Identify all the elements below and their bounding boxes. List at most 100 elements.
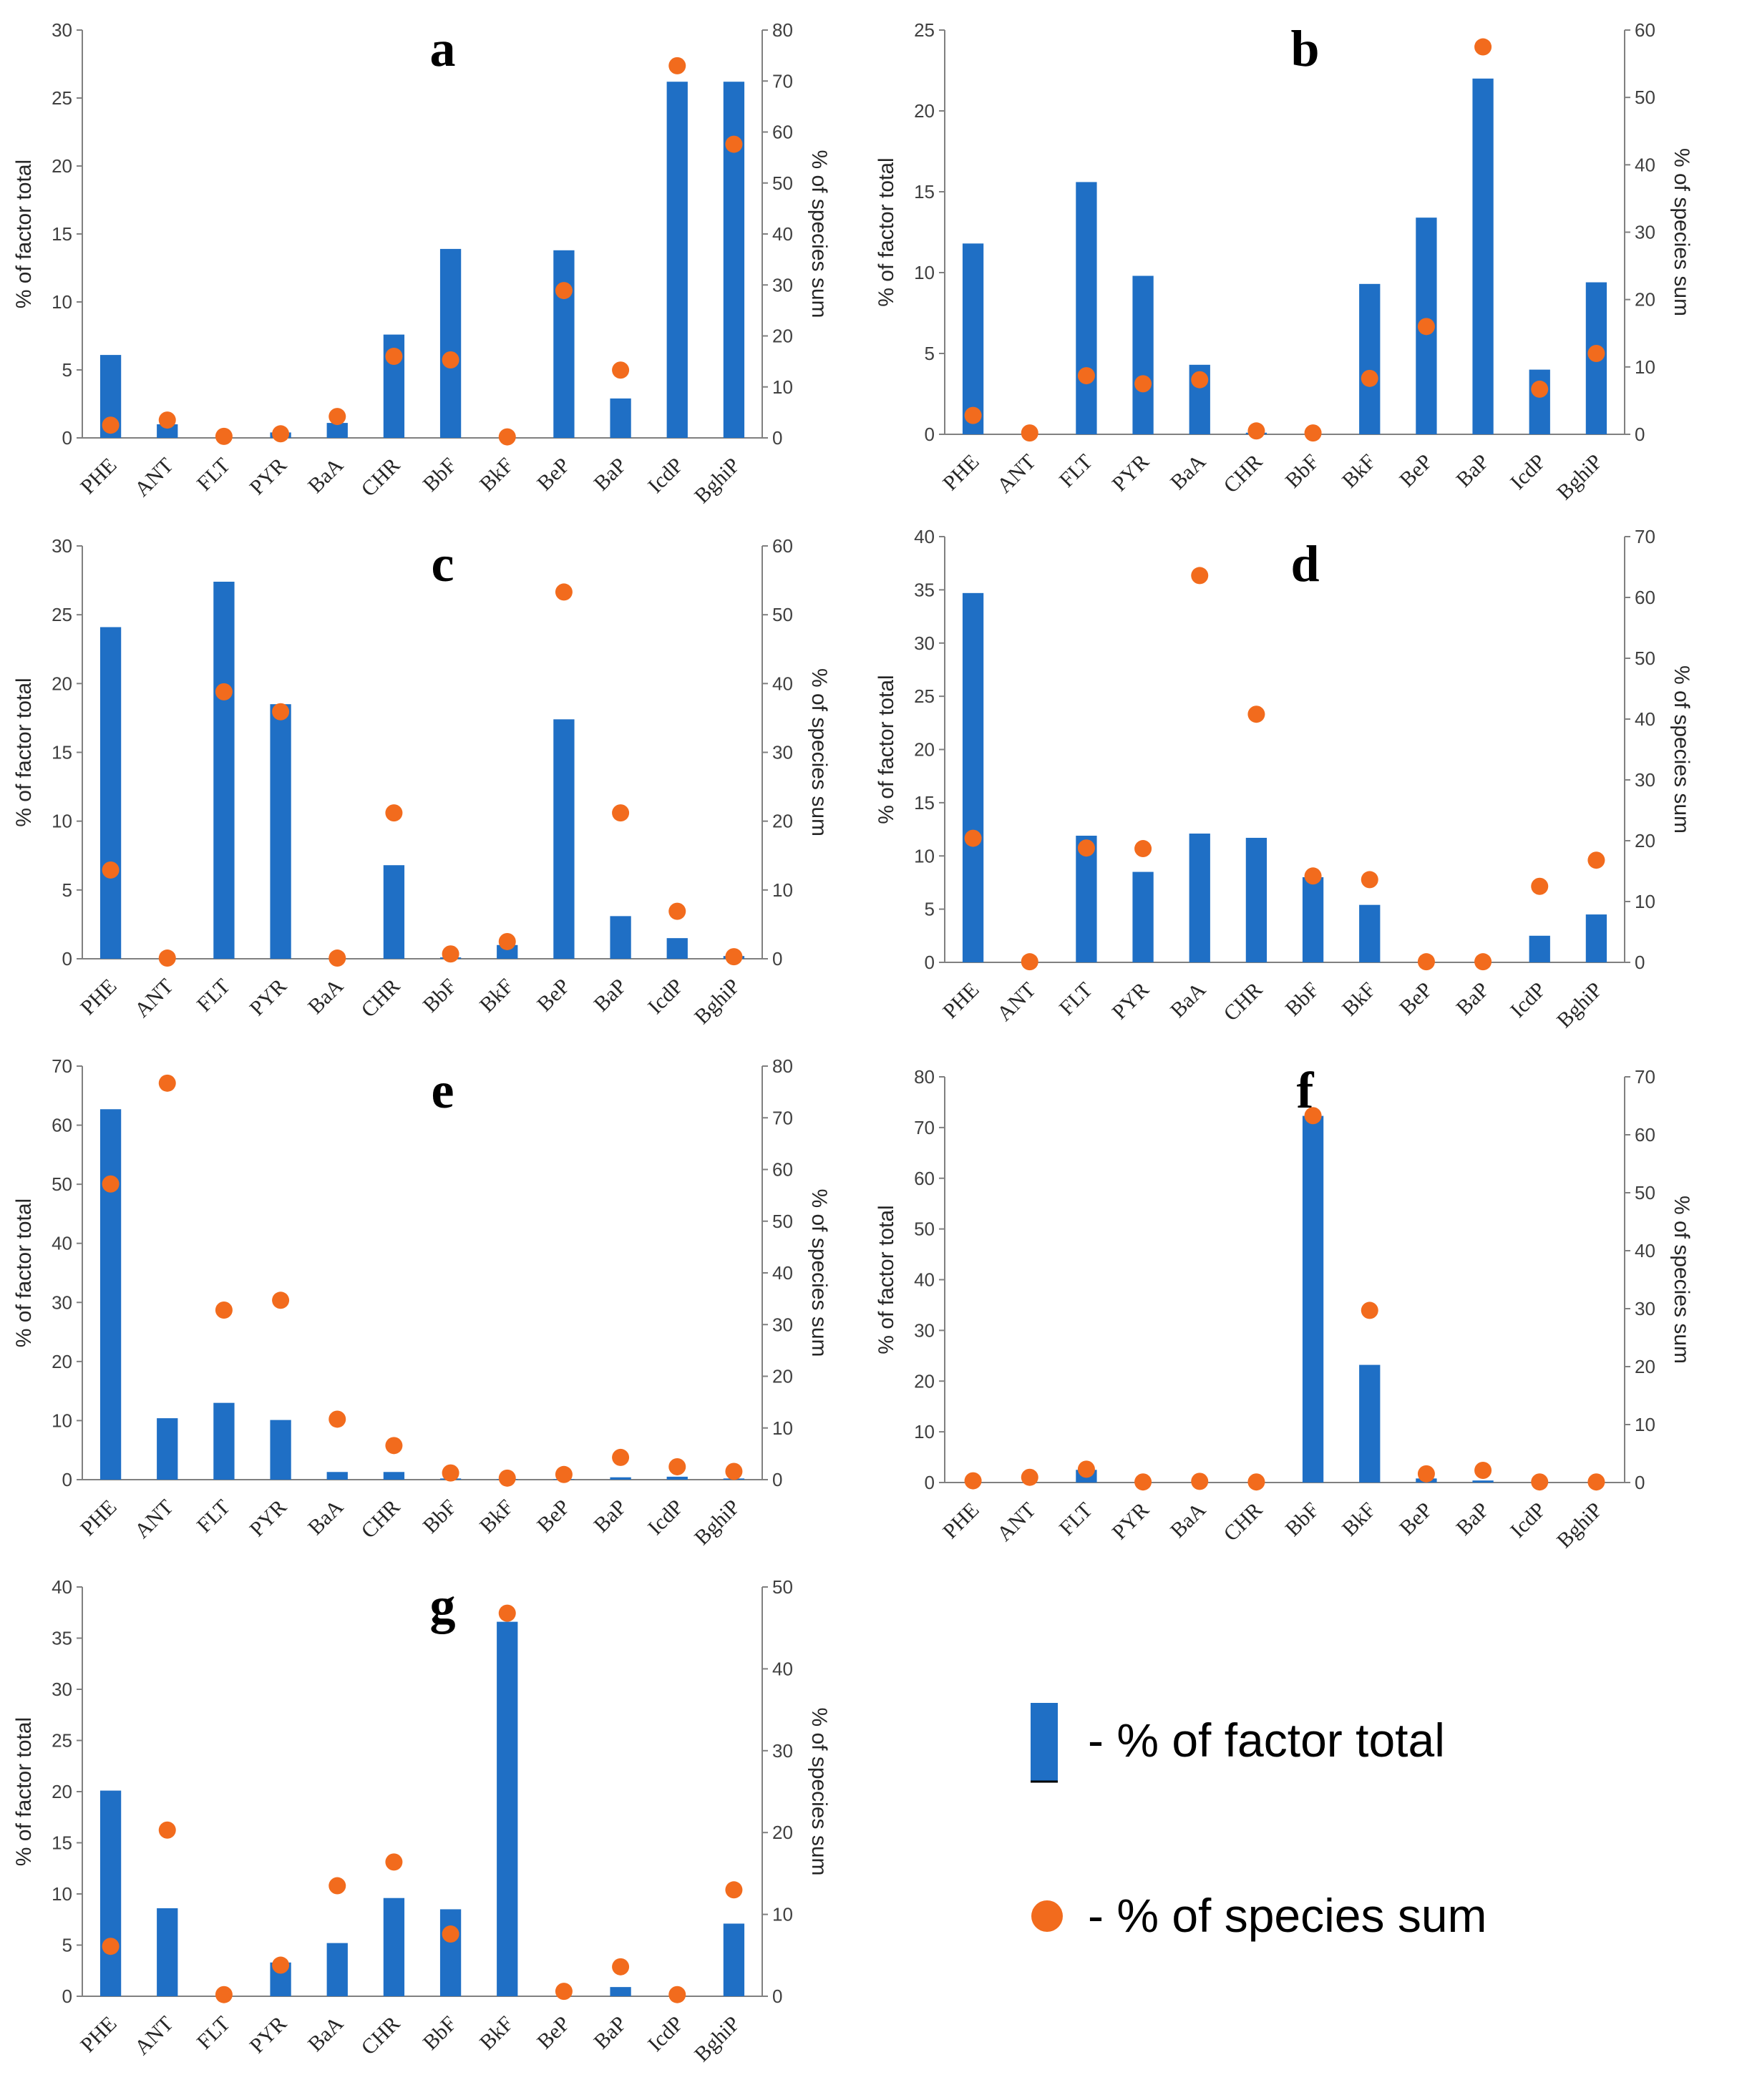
y-tick-label-g: 40 [52,1576,72,1598]
y2-tick-label-c: 40 [772,673,793,694]
y-tick-label-d: 25 [914,685,935,707]
x-tick-label-b: FLT [1055,450,1097,492]
x-tick-label-c: PHE [76,975,121,1020]
dot-d-CHR [1247,705,1265,723]
x-tick-label-a: BghiP [690,454,744,508]
y2-tick-label-b: 60 [1635,19,1655,41]
bar-c-BaP [610,916,631,959]
dot-c-IcdP [668,902,686,920]
dot-a-ANT [158,411,176,429]
dot-c-ANT [158,949,176,967]
x-tick-label-a: BeP [532,454,575,496]
bar-b-FLT [1076,182,1097,434]
dot-f-BaA [1191,1473,1209,1490]
y-tick-label-f: 10 [914,1421,935,1442]
y2-axis-title-d: % of species sum [1670,665,1693,834]
y2-tick-label-a: 0 [772,427,782,449]
y-tick-label-g: 30 [52,1679,72,1700]
y-tick-label-g: 25 [52,1730,72,1752]
bar-c-FLT [213,582,235,959]
dot-a-PHE [102,416,120,434]
dot-e-CHR [385,1437,403,1455]
bar-e-PHE [99,1109,122,1480]
x-tick-label-e: BkF [475,1495,518,1538]
dot-e-BkF [498,1469,516,1487]
y-tick-label-d: 5 [925,899,935,920]
x-tick-label-g: FLT [193,2012,235,2054]
dot-a-BaA [329,408,346,426]
bar-e-IcdP [666,1476,688,1480]
dot-b-BaP [1474,38,1492,56]
bar-a-ANT [157,424,178,438]
y-tick-label-b: 10 [914,262,935,283]
x-tick-label-a: BaP [589,454,631,496]
y-tick-label-b: 5 [925,343,935,364]
y2-tick-label-a: 50 [772,172,793,194]
y2-tick-label-c: 60 [772,535,793,557]
y2-tick-label-d: 30 [1635,769,1655,791]
y-tick-label-g: 15 [52,1832,72,1854]
y-axis-title-g: % of factor total [12,1717,36,1866]
y2-tick-label-f: 40 [1635,1240,1655,1261]
y2-axis-title-a: % of species sum [807,150,831,318]
y-tick-label-a: 10 [52,291,72,313]
dot-f-PYR [1134,1473,1152,1491]
chart-panel-a: 0 5 10 15 20 25 30 0 10 20 30 40 50 60 70 80 % of factor… [12,19,831,508]
chart-panel-d: 0 5 10 15 20 25 30 35 40 0 10 20 30 40 50 60 70 % of fact… [875,526,1693,1032]
dot-a-BaP [612,361,630,379]
bar-a-BaP [610,398,631,438]
y-tick-label-b: 25 [914,19,935,41]
bar-e-PYR [270,1420,291,1480]
panel-letter-g: g [430,1577,456,1634]
x-tick-label-g: PHE [76,2012,121,2057]
dot-d-BeP [1417,953,1435,971]
x-tick-label-e: BghiP [690,1495,744,1550]
legend-dot-swatch [1031,1900,1063,1932]
y-tick-label-e: 10 [52,1410,72,1431]
bar-d-BkF [1359,904,1381,962]
x-tick-label-b: BbF [1281,450,1324,493]
dot-a-FLT [215,427,233,445]
dot-g-ANT [158,1821,176,1839]
x-tick-label-f: BaP [1451,1498,1494,1540]
y2-tick-label-e: 60 [772,1159,793,1181]
dot-e-FLT [215,1301,233,1319]
x-tick-label-b: BaP [1451,450,1494,492]
x-tick-label-b: BkF [1338,450,1381,493]
y2-tick-label-d: 50 [1635,648,1655,669]
y2-tick-label-d: 0 [1635,952,1645,973]
y2-tick-label-b: 30 [1635,222,1655,243]
y-tick-label-d: 40 [914,526,935,547]
y2-tick-label-b: 40 [1635,154,1655,175]
y-tick-label-c: 20 [52,673,72,694]
x-tick-label-e: BaP [589,1495,631,1538]
panel-letter-d: d [1290,535,1319,592]
legend-bar-label: - % of factor total [1088,1714,1445,1767]
bar-g-BghiP [723,1923,745,1996]
bar-b-PYR [1132,275,1154,434]
x-tick-label-e: BeP [532,1495,575,1538]
x-tick-label-d: BaP [1451,978,1494,1020]
x-tick-label-d: PYR [1107,978,1154,1025]
y2-tick-label-f: 70 [1635,1066,1655,1088]
y-tick-label-b: 0 [925,424,935,445]
x-tick-label-e: IcdP [643,1495,688,1540]
panel-letter-e: e [432,1062,454,1119]
dot-e-PYR [272,1291,290,1309]
y-tick-label-g: 20 [52,1781,72,1802]
dot-b-CHR [1247,422,1265,440]
dot-d-BaA [1191,567,1209,585]
y-tick-label-f: 70 [914,1117,935,1138]
x-tick-label-a: CHR [356,454,404,502]
dot-e-BbF [442,1464,459,1482]
x-tick-label-f: BaA [1166,1498,1210,1542]
x-tick-label-c: BaP [589,975,631,1017]
dot-c-CHR [385,804,403,822]
y-tick-label-f: 20 [914,1370,935,1392]
bar-e-ANT [157,1418,178,1480]
dot-a-BghiP [725,135,743,153]
y-tick-label-d: 0 [925,952,935,973]
bar-a-BaA [326,423,348,438]
dot-d-FLT [1077,839,1095,857]
y2-tick-label-d: 40 [1635,708,1655,730]
